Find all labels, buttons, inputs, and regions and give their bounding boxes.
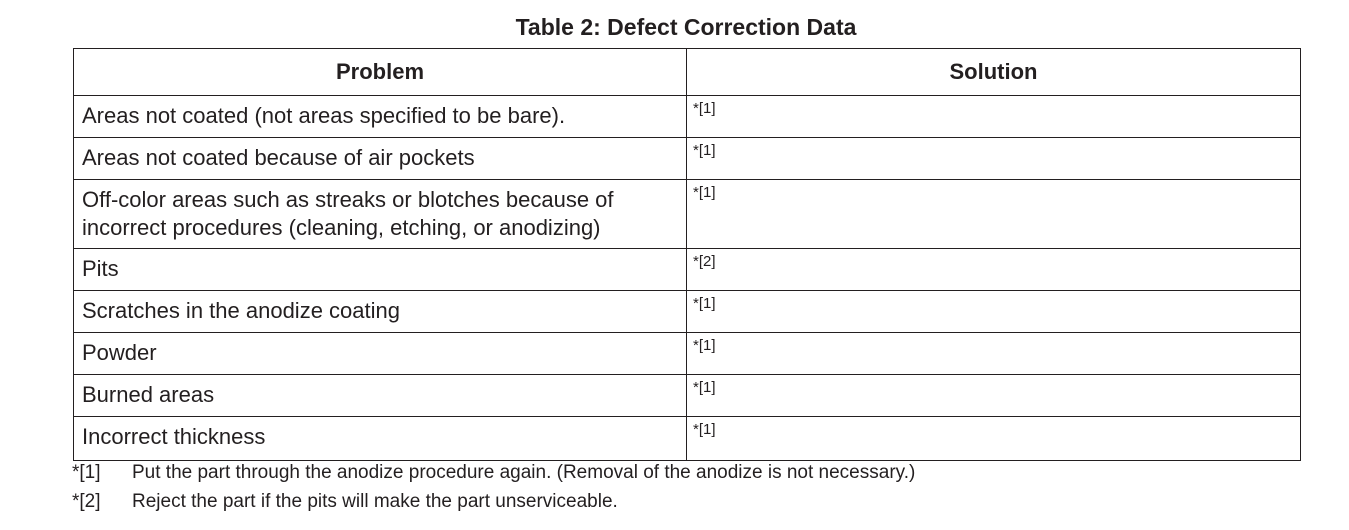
table-row: Off-color areas such as streaks or blotc… <box>73 179 1301 249</box>
table-row: Scratches in the anodize coating *[1] <box>73 290 1301 333</box>
column-header-solution: Solution <box>686 48 1301 96</box>
defect-correction-table: Problem Solution Areas not coated (not a… <box>73 48 1301 461</box>
table-title: Table 2: Defect Correction Data <box>515 14 857 40</box>
problem-cell: Off-color areas such as streaks or blotc… <box>73 179 687 249</box>
footnote: *[1] Put the part through the anodize pr… <box>72 462 915 491</box>
problem-cell: Pits <box>73 248 687 291</box>
table-row: Areas not coated (not areas specified to… <box>73 95 1301 138</box>
problem-cell: Scratches in the anodize coating <box>73 290 687 333</box>
problem-cell: Powder <box>73 332 687 375</box>
table-row: Powder *[1] <box>73 332 1301 375</box>
footnotes: *[1] Put the part through the anodize pr… <box>72 462 915 520</box>
solution-cell: *[1] <box>686 95 1301 138</box>
solution-cell: *[1] <box>686 374 1301 417</box>
problem-cell: Areas not coated (not areas specified to… <box>73 95 687 138</box>
footnote: *[2] Reject the part if the pits will ma… <box>72 491 915 520</box>
table-row: Burned areas *[1] <box>73 374 1301 417</box>
footnote-text: Reject the part if the pits will make th… <box>132 491 618 512</box>
solution-cell: *[1] <box>686 137 1301 180</box>
problem-cell: Burned areas <box>73 374 687 417</box>
footnote-text: Put the part through the anodize procedu… <box>132 462 916 483</box>
problem-cell: Incorrect thickness <box>73 416 687 461</box>
solution-cell: *[1] <box>686 179 1301 249</box>
table-row: Areas not coated because of air pockets … <box>73 137 1301 180</box>
table-header-row: Problem Solution <box>73 48 1301 96</box>
table-row: Incorrect thickness *[1] <box>73 416 1301 461</box>
column-header-problem: Problem <box>73 48 687 96</box>
problem-cell: Areas not coated because of air pockets <box>73 137 687 180</box>
table-row: Pits *[2] <box>73 248 1301 291</box>
solution-cell: *[1] <box>686 332 1301 375</box>
footnote-mark: *[2] <box>72 491 101 512</box>
footnote-mark: *[1] <box>72 462 101 483</box>
solution-cell: *[1] <box>686 416 1301 461</box>
solution-cell: *[1] <box>686 290 1301 333</box>
solution-cell: *[2] <box>686 248 1301 291</box>
